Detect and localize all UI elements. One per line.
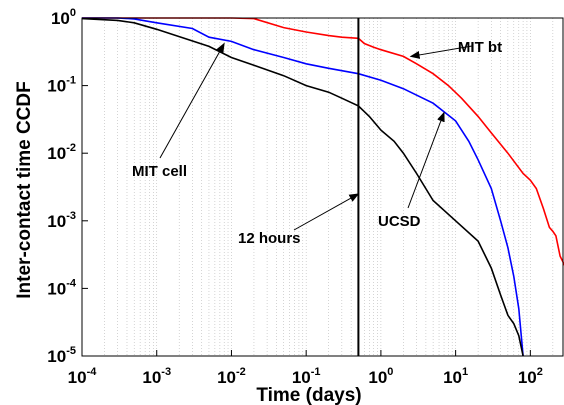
x-tick-label: 10-2 xyxy=(217,366,246,387)
y-axis-ticks: 100 10-1 10-2 10-3 10-4 10-5 xyxy=(47,7,88,366)
x-tick-label: 10-3 xyxy=(142,366,171,387)
x-tick-label: 100 xyxy=(368,366,393,387)
annotation-12-hours: 12 hours xyxy=(238,230,301,247)
x-tick-label: 102 xyxy=(518,366,543,387)
series-group xyxy=(81,17,564,357)
annotation-arrow-12-hours xyxy=(293,193,360,231)
series-mit-cell-line xyxy=(81,17,524,357)
annotation-arrow-mit-bt xyxy=(409,45,473,59)
series-ucsd-line xyxy=(82,17,524,357)
annotation-ucsd: UCSD xyxy=(378,213,421,230)
series-mit-bt-line xyxy=(82,17,564,266)
y-tick-label: 10-5 xyxy=(47,345,76,366)
y-tick-label: 10-1 xyxy=(47,75,76,96)
annotation-mit-bt: MIT bt xyxy=(458,39,502,56)
annotation-arrow-ucsd xyxy=(407,111,445,209)
minor-grid xyxy=(81,18,554,356)
y-tick-label: 10-3 xyxy=(47,210,76,231)
y-tick-label: 10-4 xyxy=(47,277,77,298)
annotations: MIT bt MIT cell UCSD 12 hours xyxy=(132,39,502,247)
annotation-arrow-mit-cell xyxy=(159,42,225,159)
x-tick-label: 101 xyxy=(443,366,468,387)
x-tick-label: 10-4 xyxy=(68,366,98,387)
y-tick-label: 10-2 xyxy=(47,142,76,163)
x-axis-title: Time (days) xyxy=(256,385,361,405)
y-axis-title: Inter-contact time CCDF xyxy=(14,81,35,298)
x-tick-label: 10-1 xyxy=(292,366,321,387)
x-axis-ticks: 10-4 10-3 10-2 10-1 100 101 102 xyxy=(68,350,543,387)
annotation-mit-cell: MIT cell xyxy=(132,163,187,180)
plot-frame xyxy=(81,17,564,357)
y-tick-label: 100 xyxy=(51,7,76,28)
